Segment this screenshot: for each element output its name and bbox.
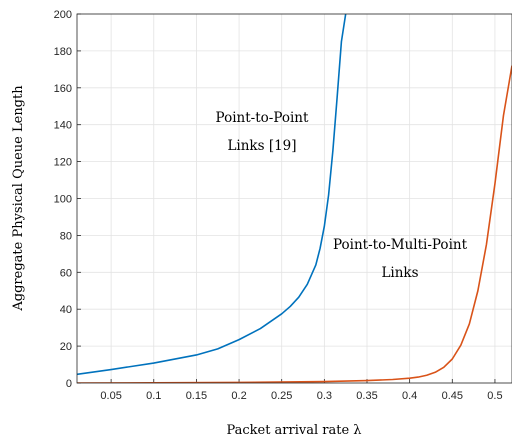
plot-border: [76, 13, 512, 384]
x-tick-label: 0.3: [317, 390, 332, 402]
y-tick-label: 100: [54, 194, 72, 206]
ticks: 0.05 0.1 0.15 0.2 0.25 0.3 0.35 0.4 0.45 0.5 0 20 40…: [54, 9, 503, 402]
x-axis-label: Packet arrival rate λ: [226, 423, 361, 438]
y-tick-label: 180: [54, 46, 72, 58]
annotation-point-to-point-line2: Links [19]: [227, 138, 296, 154]
x-tick-label: 0.2: [231, 390, 246, 402]
series-line-1: [77, 14, 347, 376]
y-tick-label: 40: [60, 304, 72, 316]
y-tick-label: 120: [54, 157, 72, 169]
y-tick-label: 200: [54, 9, 72, 21]
y-tick-label: 20: [60, 341, 72, 353]
x-tick-label: 0.15: [186, 390, 207, 402]
y-tick-label: 160: [54, 83, 72, 95]
x-tick-label: 0.4: [402, 390, 417, 402]
y-tick-label: 0: [66, 378, 72, 390]
annotation-point-to-multipoint-line1: Point-to-Multi-Point: [333, 237, 468, 253]
x-tick-label: 0.1: [146, 390, 161, 402]
x-tick-label: 0.45: [442, 390, 463, 402]
annotation-point-to-point-line1: Point-to-Point: [216, 110, 309, 126]
x-tick-label: 0.05: [100, 390, 121, 402]
x-tick-label: 0.25: [271, 390, 292, 402]
x-tick-label: 0.5: [487, 390, 502, 402]
x-tick-label: 0.35: [356, 390, 377, 402]
y-tick-label: 60: [60, 267, 72, 279]
y-axis-label: Aggregate Physical Queue Length: [11, 85, 26, 312]
y-tick-label: 80: [60, 230, 72, 242]
series-group: [77, 14, 512, 383]
y-tick-label: 140: [54, 120, 72, 132]
annotation-point-to-multipoint-line2: Links: [381, 265, 418, 281]
series-line-2: [77, 65, 512, 383]
